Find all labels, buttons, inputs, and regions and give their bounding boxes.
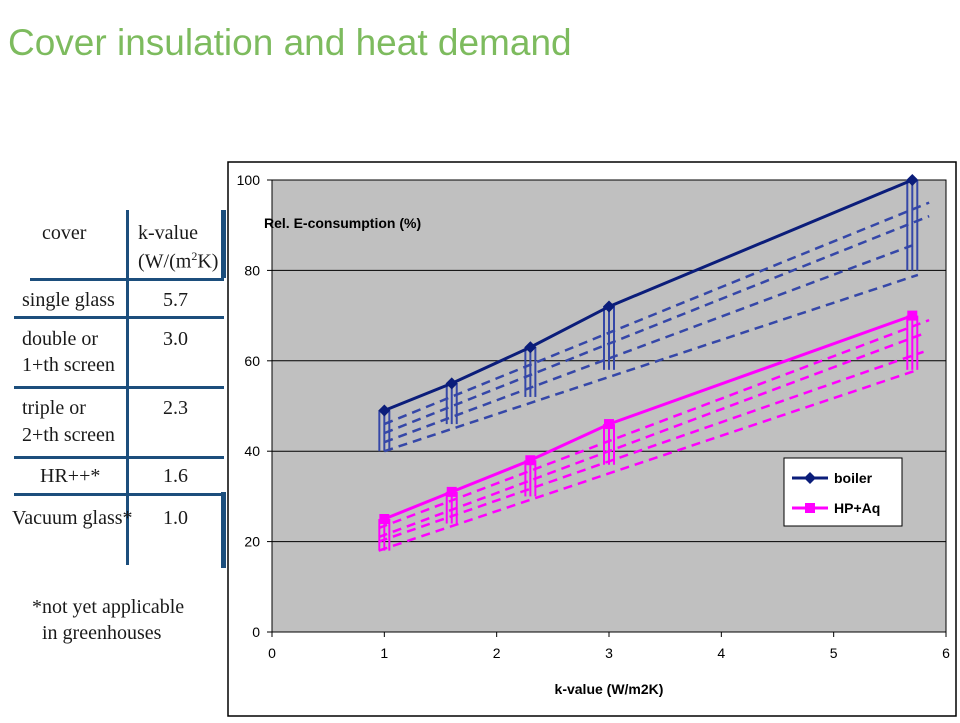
dashed-line-hp-2 xyxy=(378,350,924,543)
y-tick-label-0: 0 xyxy=(252,624,260,640)
dashed-line-boiler-2 xyxy=(383,242,919,444)
data-point-boiler-1 xyxy=(445,377,458,390)
dashed-line-hp-3 xyxy=(378,368,919,552)
data-point-hp-3 xyxy=(604,419,614,430)
row-cover-triple-2: 2+th screen xyxy=(22,424,115,446)
legend-marker-boiler xyxy=(804,472,816,484)
x-tick-label-6: 6 xyxy=(942,645,950,661)
dashed-line-hp-1 xyxy=(378,332,924,539)
data-point-boiler-3 xyxy=(603,300,615,313)
dashed-line-boiler-1 xyxy=(383,214,930,435)
dashed-line-boiler-3 xyxy=(383,273,919,453)
x-tick-label-2: 2 xyxy=(493,645,501,661)
chart-container: 0 20 40 60 80 100 0 1 2 3 4 5 6 Rel. E-consumption (… xyxy=(226,160,958,718)
table-row-divider xyxy=(14,493,224,496)
data-point-hp-0 xyxy=(379,514,390,524)
dashed-line-boiler-0 xyxy=(383,201,930,426)
row-k-single-glass: 5.7 xyxy=(163,289,188,311)
row-k-triple: 2.3 xyxy=(163,397,188,419)
data-point-hp-2 xyxy=(525,455,536,466)
data-point-boiler-4 xyxy=(906,174,919,186)
legend-label-hp: HP+Aq xyxy=(834,500,880,516)
y-tick-label-60: 60 xyxy=(244,353,260,369)
table-footnote-line1: *not yet applicable xyxy=(32,596,185,618)
row-k-vacuum: 1.0 xyxy=(163,507,188,529)
y-tick-label-40: 40 xyxy=(244,443,260,459)
data-point-hp-4 xyxy=(907,310,918,321)
header-kvalue-unit: (W/(m2K) xyxy=(138,249,219,273)
dashed-line-hp-0 xyxy=(378,318,930,530)
row-cover-vacuum: Vacuum glass* xyxy=(12,507,133,529)
y-tick-label-100: 100 xyxy=(237,172,261,188)
cover-table: cover k-value (W/(m2K) single glass 5.7 … xyxy=(0,200,235,620)
data-point-hp-1 xyxy=(446,486,457,497)
table-row-divider xyxy=(14,456,224,459)
x-tick-label-4: 4 xyxy=(717,645,725,661)
y-axis-label: Rel. E-consumption (%) xyxy=(264,215,421,231)
header-kvalue: k-value xyxy=(138,222,198,244)
data-point-boiler-2 xyxy=(524,341,537,354)
table-row-divider xyxy=(14,386,224,389)
table-footnote-line2: in greenhouses xyxy=(42,622,162,644)
table-row-divider xyxy=(14,316,224,319)
header-cover: cover xyxy=(42,222,87,244)
x-axis-label: k-value (W/m2K) xyxy=(555,681,664,697)
chart-legend: boiler HP+Aq xyxy=(783,457,903,527)
x-tick-label-0: 0 xyxy=(268,645,276,661)
table-row-divider xyxy=(30,278,224,281)
plot-area xyxy=(271,179,947,633)
row-k-double: 3.0 xyxy=(163,328,188,350)
x-tick-label-1: 1 xyxy=(380,645,388,661)
row-cover-hr: HR++* xyxy=(40,465,101,487)
slide-title: Cover insulation and heat demand xyxy=(8,22,572,63)
row-cover-single-glass: single glass xyxy=(22,289,115,311)
y-tick-label-80: 80 xyxy=(244,262,260,278)
x-tick-label-5: 5 xyxy=(830,645,838,661)
data-point-boiler-0 xyxy=(378,404,391,417)
legend-marker-hp xyxy=(805,503,815,513)
row-cover-triple: triple or xyxy=(22,397,86,419)
y-tick-label-20: 20 xyxy=(244,534,260,550)
table-edge-accent xyxy=(221,492,226,568)
legend-box xyxy=(783,457,903,527)
row-k-hr: 1.6 xyxy=(163,465,188,487)
energy-consumption-chart: 0 20 40 60 80 100 0 1 2 3 4 5 6 Rel. E-consumption (… xyxy=(227,161,957,717)
legend-label-boiler: boiler xyxy=(834,470,873,486)
row-cover-double-2: 1+th screen xyxy=(22,354,115,376)
row-cover-double: double or xyxy=(22,328,99,350)
table-edge-accent xyxy=(221,210,226,278)
x-tick-label-3: 3 xyxy=(605,645,613,661)
